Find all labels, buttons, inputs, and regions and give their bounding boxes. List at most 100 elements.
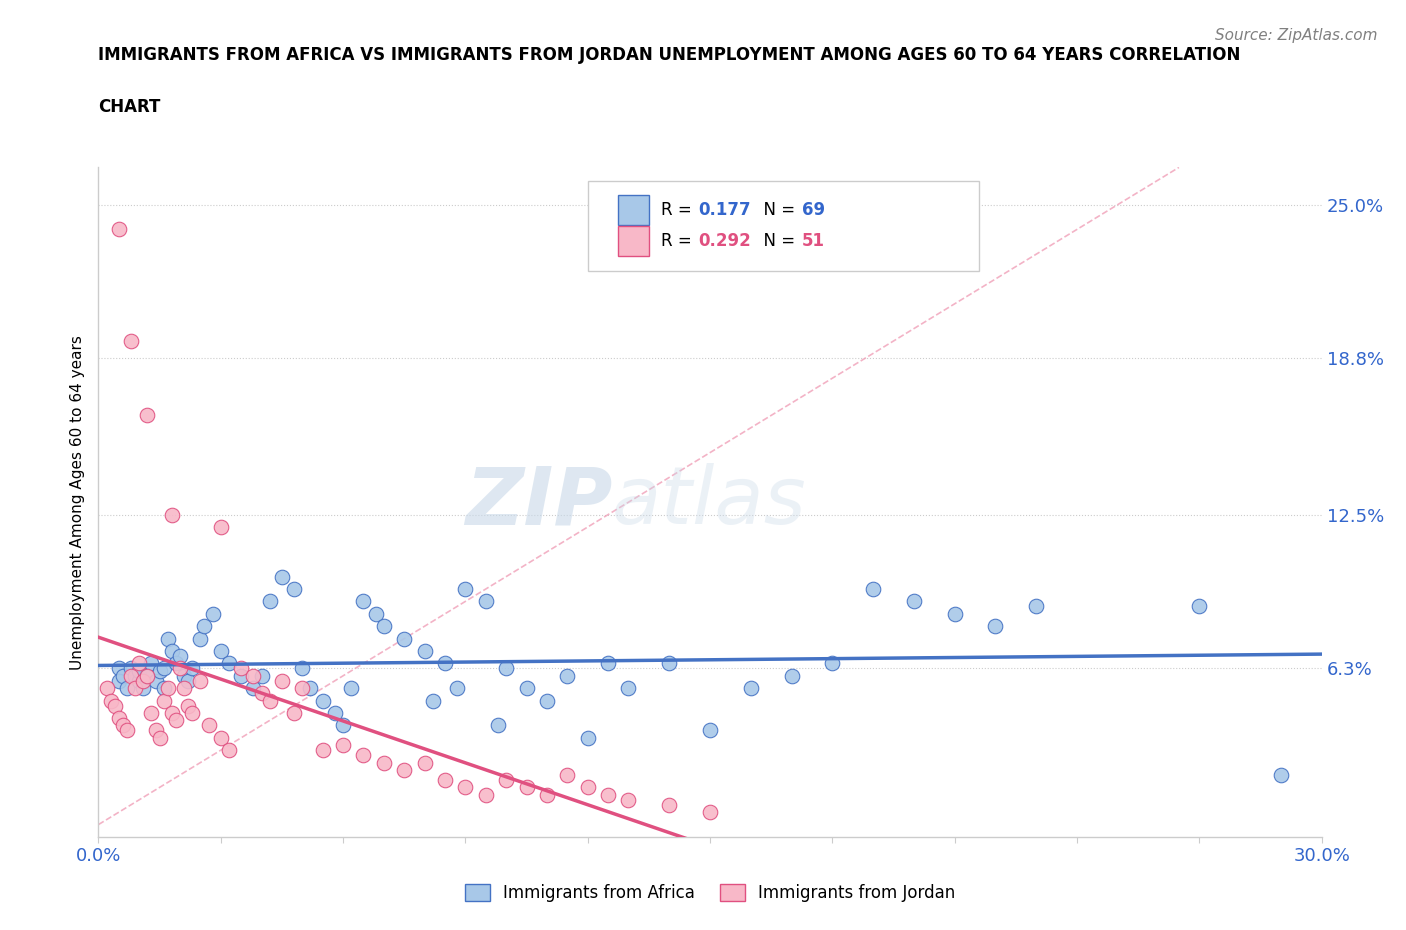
Point (413, 644, 436, 658)
Point (598, 656, 620, 671)
Point (160, 706, 183, 721)
Point (193, 618, 215, 633)
Point (152, 681, 174, 696)
Point (136, 669, 159, 684)
Point (165, 713, 187, 728)
Point (120, 334, 142, 349)
Point (740, 681, 762, 696)
Point (96, 681, 118, 696)
Point (516, 681, 538, 696)
FancyBboxPatch shape (588, 180, 979, 272)
Point (340, 681, 363, 696)
Point (173, 669, 195, 684)
Point (124, 669, 146, 684)
Point (145, 723, 167, 737)
Point (177, 698, 200, 713)
Point (332, 718, 354, 733)
Point (323, 706, 346, 721)
Point (120, 669, 142, 684)
Point (598, 788, 620, 803)
Point (218, 743, 240, 758)
Point (1025, 599, 1047, 614)
Point (576, 780, 599, 795)
Point (259, 594, 281, 609)
Point (392, 631, 416, 646)
Point (181, 661, 204, 676)
Text: R =: R = (661, 201, 697, 219)
Point (111, 669, 134, 684)
Point (111, 718, 134, 733)
Point (446, 681, 468, 696)
Point (903, 594, 925, 609)
Point (169, 661, 191, 676)
Point (943, 606, 966, 621)
Point (104, 698, 127, 713)
Point (474, 788, 498, 803)
Point (259, 693, 281, 708)
Point (495, 661, 517, 676)
Point (231, 669, 253, 684)
Point (516, 780, 538, 795)
Text: N =: N = (752, 232, 800, 250)
Text: R =: R = (661, 232, 697, 250)
Text: 51: 51 (801, 232, 825, 250)
Point (454, 581, 477, 596)
Point (108, 673, 131, 688)
Point (145, 673, 167, 688)
Point (658, 797, 681, 812)
Point (132, 681, 155, 696)
Point (108, 222, 131, 237)
Text: N =: N = (752, 201, 800, 219)
Point (108, 711, 131, 725)
Point (177, 673, 200, 688)
Point (108, 661, 131, 676)
Point (149, 730, 172, 745)
Point (291, 681, 314, 696)
Point (115, 723, 138, 737)
Point (152, 661, 174, 676)
Point (188, 631, 212, 646)
Point (352, 594, 374, 609)
Text: ZIP: ZIP (465, 463, 612, 541)
Text: 0.177: 0.177 (697, 201, 751, 219)
Point (128, 673, 150, 688)
Point (128, 663, 150, 678)
Point (312, 693, 335, 708)
Point (149, 663, 172, 678)
Point (536, 693, 558, 708)
Point (270, 569, 294, 584)
Point (197, 718, 219, 733)
Point (242, 681, 264, 696)
Point (699, 723, 721, 737)
Point (413, 755, 436, 770)
Point (392, 763, 416, 777)
Point (270, 673, 294, 688)
Point (299, 681, 322, 696)
Point (250, 669, 273, 684)
Point (291, 661, 314, 676)
Point (169, 648, 191, 663)
Point (181, 706, 204, 721)
Point (124, 681, 146, 696)
Point (434, 656, 457, 671)
Point (658, 656, 681, 671)
Point (141, 706, 163, 721)
Point (576, 730, 599, 745)
Text: IMMIGRANTS FROM AFRICA VS IMMIGRANTS FROM JORDAN UNEMPLOYMENT AMONG AGES 60 TO 6: IMMIGRANTS FROM AFRICA VS IMMIGRANTS FRO… (98, 46, 1241, 64)
Point (536, 788, 558, 803)
Legend: Immigrants from Africa, Immigrants from Jordan: Immigrants from Africa, Immigrants from … (458, 878, 962, 909)
Point (201, 606, 224, 621)
Point (332, 737, 354, 752)
Point (555, 767, 579, 782)
Point (188, 673, 212, 688)
Point (160, 507, 183, 522)
Point (821, 656, 844, 671)
Point (699, 804, 721, 819)
Point (434, 773, 457, 788)
Point (250, 685, 273, 700)
Point (454, 780, 477, 795)
Point (617, 681, 640, 696)
Point (165, 656, 187, 671)
Point (209, 644, 232, 658)
Text: atlas: atlas (612, 463, 807, 541)
